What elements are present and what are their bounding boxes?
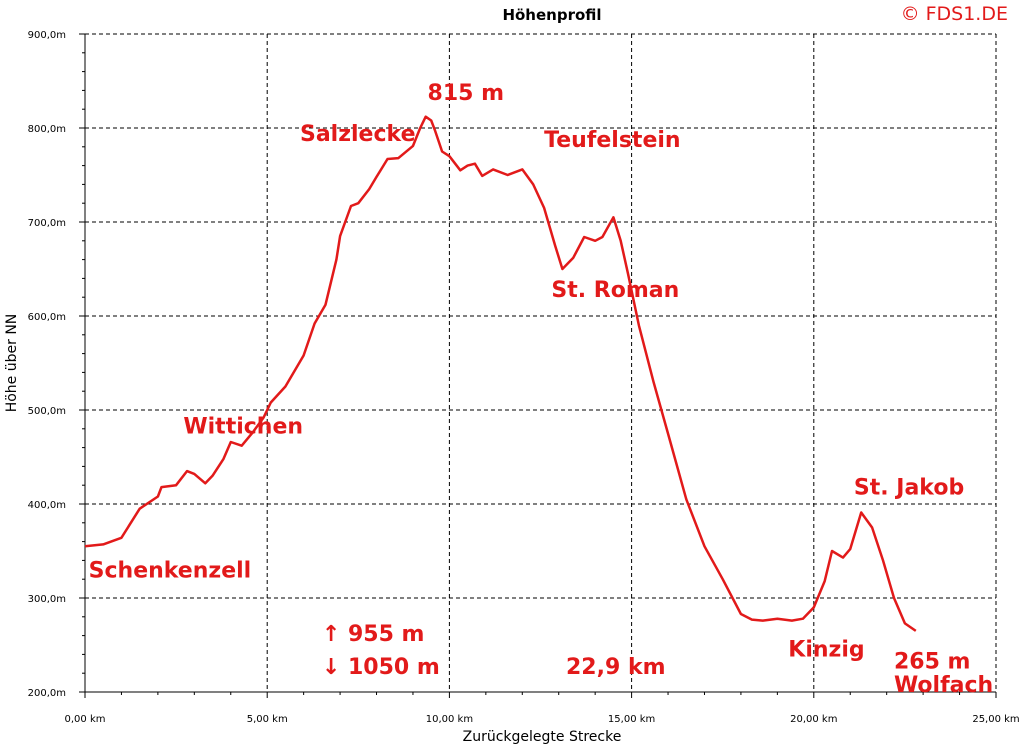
x-tick-label: 15,00 km [608,714,655,725]
y-tick-label: 800,0m [28,124,66,135]
annotation-label: Kinzig [788,637,864,662]
y-tick-label: 200,0m [28,688,66,699]
x-tick-label: 20,00 km [790,714,837,725]
y-tick-label: 400,0m [28,500,66,511]
x-axis-label: Zurückgelegte Strecke [463,729,622,745]
x-tick-label: 10,00 km [426,714,473,725]
annotation-label: ↓ 1050 m [322,655,440,680]
annotation-label: 265 m [894,650,971,675]
x-tick-label: 0,00 km [65,714,106,725]
annotation-label: Schenkenzell [89,558,252,583]
y-axis-label: Höhe über NN [4,314,20,413]
y-tick-label: 600,0m [28,312,66,323]
annotation-label: ↑ 955 m [322,622,425,647]
elevation-line [84,115,917,632]
annotation-label: Salzlecke [300,122,416,147]
x-tick-label: 5,00 km [247,714,288,725]
annotation-label: St. Roman [551,278,679,303]
annotations: 815 m Salzlecke Teufelstein St. Roman Wittic… [89,81,994,698]
annotation-label: St. Jakob [854,476,964,501]
annotation-label: 815 m [428,81,505,106]
copyright-notice: © FDS1.DE [901,3,1008,25]
annotation-label: 22,9 km [566,655,666,680]
grid [85,33,997,692]
chart-title: Höhenprofil [502,6,601,24]
y-tick-label: 900,0m [28,30,66,41]
x-tick-labels: 0,00 km 5,00 km 10,00 km 15,00 km 20,00 km 25… [65,714,1020,725]
y-tick-label: 500,0m [28,406,66,417]
annotation-label: Wittichen [183,415,303,440]
annotation-label: Wolfach [894,673,993,698]
minor-ticks [79,33,997,698]
y-tick-label: 700,0m [28,218,66,229]
y-tick-label: 300,0m [28,594,66,605]
x-tick-label: 25,00 km [972,714,1019,725]
annotation-label: Teufelstein [544,128,680,153]
y-tick-labels: 200,0m 300,0m 400,0m 500,0m 600,0m 700,0m 800,… [28,30,66,699]
